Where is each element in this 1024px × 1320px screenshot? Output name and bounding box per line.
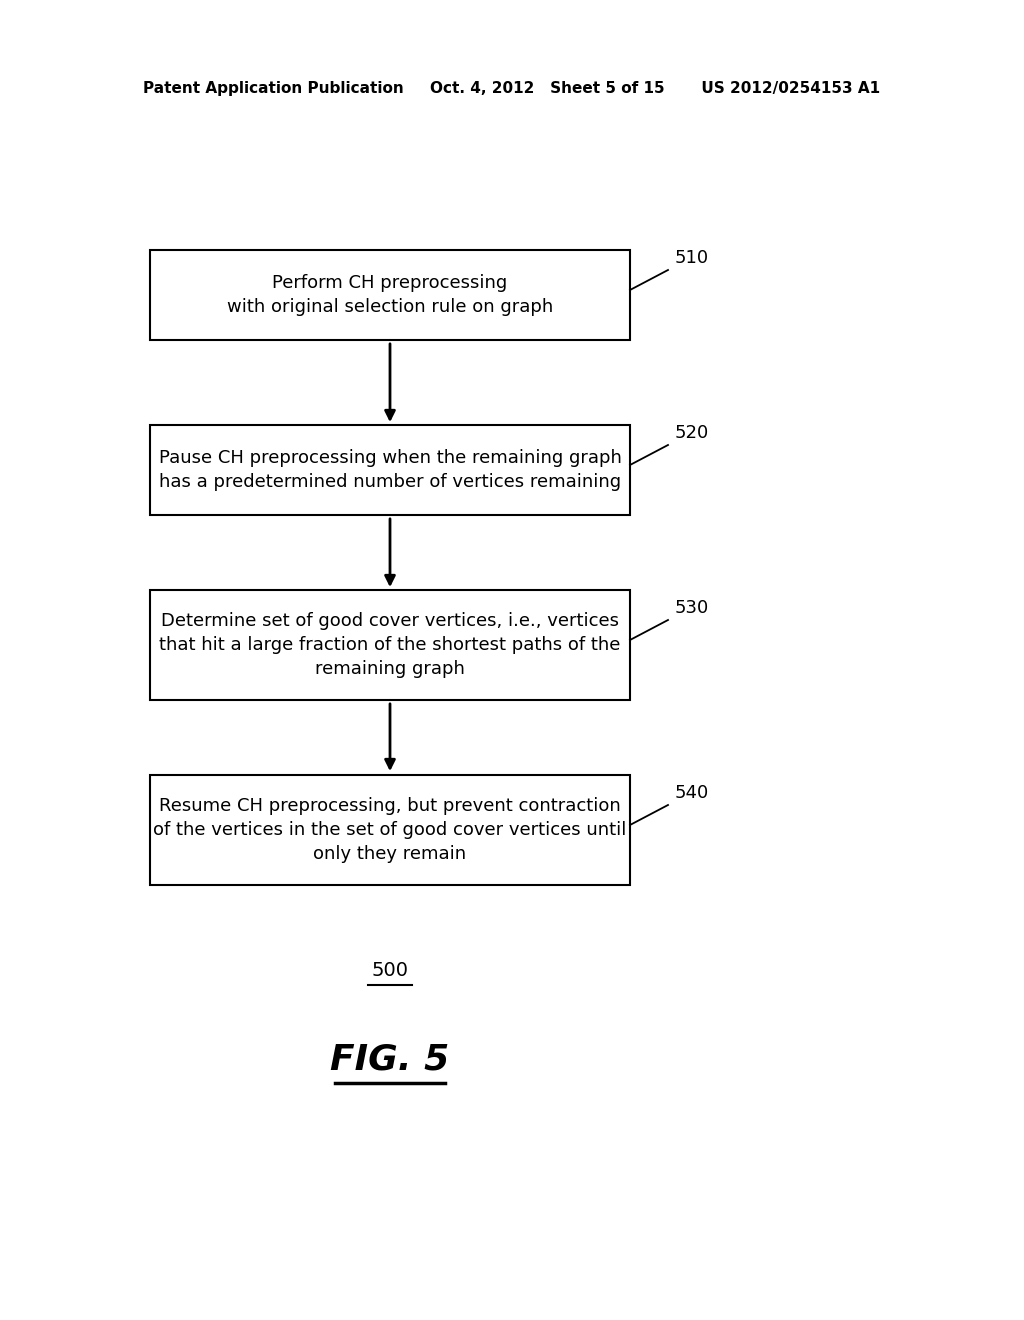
Text: 530: 530 xyxy=(675,599,710,616)
Bar xyxy=(150,590,630,700)
Text: Patent Application Publication     Oct. 4, 2012   Sheet 5 of 15       US 2012/02: Patent Application Publication Oct. 4, 2… xyxy=(143,81,881,95)
Text: 510: 510 xyxy=(675,249,710,267)
Bar xyxy=(150,249,630,341)
Text: FIG. 5: FIG. 5 xyxy=(331,1043,450,1077)
Text: Determine set of good cover vertices, i.e., vertices
that hit a large fraction o: Determine set of good cover vertices, i.… xyxy=(160,612,621,677)
Text: 520: 520 xyxy=(675,424,710,442)
Text: 540: 540 xyxy=(675,784,710,803)
Text: 500: 500 xyxy=(372,961,409,979)
Text: Resume CH preprocessing, but prevent contraction
of the vertices in the set of g: Resume CH preprocessing, but prevent con… xyxy=(154,797,627,862)
Text: Pause CH preprocessing when the remaining graph
has a predetermined number of ve: Pause CH preprocessing when the remainin… xyxy=(159,449,622,491)
Bar xyxy=(150,425,630,515)
Text: Perform CH preprocessing
with original selection rule on graph: Perform CH preprocessing with original s… xyxy=(227,275,553,315)
Bar xyxy=(150,775,630,884)
